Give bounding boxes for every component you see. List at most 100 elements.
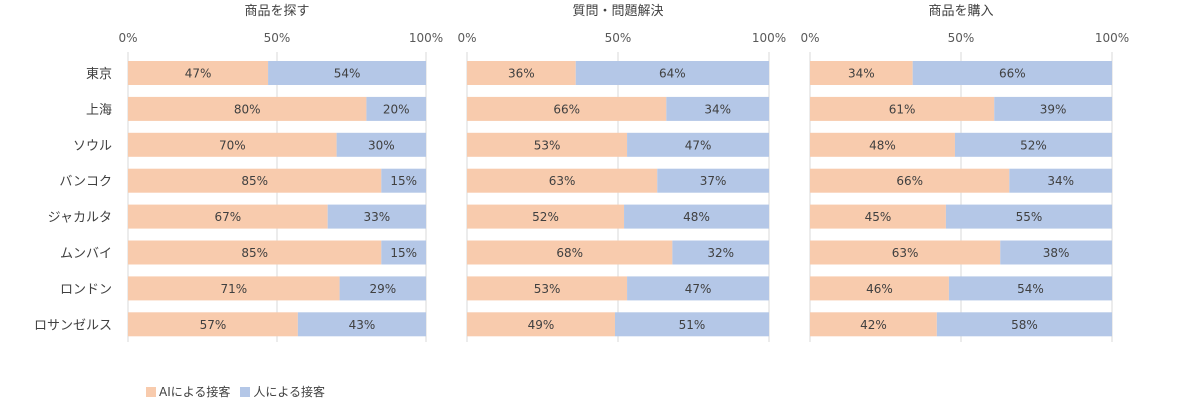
- data-label-ai: 53%: [534, 138, 561, 152]
- data-label-human: 54%: [334, 67, 361, 81]
- chart-title: 質問・問題解決: [572, 4, 663, 19]
- data-label-ai: 66%: [896, 174, 923, 188]
- legend: AIによる接客 人による接客: [146, 383, 335, 400]
- data-label-human: 20%: [383, 102, 410, 116]
- category-label: 東京: [86, 66, 112, 82]
- data-label-human: 30%: [368, 138, 395, 152]
- bar-ai: [128, 168, 382, 193]
- tick-label: 100%: [752, 31, 786, 45]
- data-label-human: 43%: [349, 318, 376, 332]
- category-label: 上海: [86, 103, 112, 118]
- bar-ai: [128, 240, 382, 265]
- data-label-ai: 85%: [241, 246, 268, 260]
- bar-human: [1000, 240, 1112, 265]
- data-label-ai: 42%: [860, 318, 887, 332]
- data-label-ai: 80%: [234, 102, 261, 116]
- category-label: ロンドン: [60, 282, 112, 297]
- legend-item-human: 人による接客: [240, 383, 325, 400]
- data-label-human: 51%: [679, 318, 706, 332]
- legend-label-human: 人による接客: [253, 385, 326, 399]
- data-label-human: 52%: [1020, 138, 1047, 152]
- bar-human: [327, 204, 426, 229]
- data-label-ai: 48%: [869, 138, 896, 152]
- data-label-human: 55%: [1016, 210, 1043, 224]
- bar-ai: [467, 204, 625, 229]
- data-label-ai: 49%: [528, 318, 555, 332]
- bar-human: [672, 240, 769, 265]
- bar-human: [945, 204, 1112, 229]
- bar-ai: [128, 61, 269, 85]
- data-label-ai: 61%: [889, 102, 916, 116]
- data-label-ai: 57%: [200, 318, 227, 332]
- bar-ai: [128, 204, 328, 229]
- data-label-human: 37%: [700, 174, 727, 188]
- bar-human: [666, 96, 769, 121]
- bar-human: [575, 61, 769, 85]
- bar-ai: [467, 168, 658, 193]
- category-label: ソウル: [73, 139, 112, 154]
- data-label-human: 64%: [659, 67, 686, 81]
- data-label-ai: 36%: [508, 67, 535, 81]
- bar-ai: [467, 61, 576, 85]
- bar-human: [627, 132, 769, 157]
- bar-human: [336, 132, 426, 157]
- bar-ai: [128, 276, 340, 301]
- data-label-human: 47%: [685, 282, 712, 296]
- data-label-human: 48%: [683, 210, 710, 224]
- data-label-ai: 45%: [865, 210, 892, 224]
- tick-label: 100%: [1095, 31, 1129, 45]
- data-label-human: 38%: [1043, 246, 1070, 260]
- bar-ai: [128, 96, 367, 121]
- legend-label-ai: AIによる接客: [159, 385, 231, 399]
- bar-ai: [810, 96, 995, 121]
- data-label-human: 66%: [999, 67, 1026, 81]
- chart-title: 商品を購入: [928, 4, 993, 19]
- bar-human: [614, 312, 769, 337]
- data-label-human: 15%: [390, 246, 417, 260]
- bar-human: [339, 276, 426, 301]
- chart-title: 商品を探す: [244, 4, 309, 19]
- bar-human: [912, 61, 1112, 85]
- data-label-ai: 68%: [556, 246, 583, 260]
- bar-human: [657, 168, 769, 193]
- bar-ai: [128, 312, 298, 337]
- data-label-ai: 85%: [241, 174, 268, 188]
- tick-label: 0%: [118, 31, 137, 45]
- data-label-ai: 53%: [534, 282, 561, 296]
- data-label-ai: 71%: [220, 282, 247, 296]
- bar-human: [366, 96, 426, 121]
- bar-ai: [128, 132, 337, 157]
- bar-human: [994, 96, 1112, 121]
- category-label: バンコク: [59, 175, 112, 190]
- tick-label: 0%: [800, 31, 819, 45]
- data-label-human: 15%: [390, 174, 417, 188]
- data-label-ai: 52%: [532, 210, 559, 224]
- data-label-ai: 46%: [866, 282, 893, 296]
- bar-ai: [810, 240, 1001, 265]
- data-label-ai: 34%: [848, 67, 875, 81]
- bar-ai: [467, 240, 673, 265]
- bar-ai: [467, 132, 628, 157]
- category-label: ロサンゼルス: [34, 318, 112, 333]
- data-label-ai: 47%: [185, 67, 212, 81]
- bar-human: [627, 276, 769, 301]
- bar-ai: [810, 168, 1010, 193]
- legend-swatch-ai: [146, 386, 156, 397]
- bar-ai: [810, 276, 949, 301]
- data-label-human: 54%: [1017, 282, 1044, 296]
- data-label-human: 33%: [363, 210, 390, 224]
- data-label-human: 34%: [1047, 174, 1074, 188]
- bar-ai: [810, 132, 955, 157]
- data-label-ai: 67%: [214, 210, 241, 224]
- tick-label: 0%: [457, 31, 476, 45]
- category-label: ムンバイ: [60, 247, 112, 262]
- data-label-human: 34%: [704, 102, 731, 116]
- bar-ai: [810, 312, 937, 337]
- legend-swatch-human: [240, 386, 251, 397]
- bar-ai: [467, 96, 667, 121]
- bar-human: [268, 61, 426, 85]
- bar-human: [1009, 168, 1112, 193]
- bar-human: [624, 204, 769, 229]
- bar-ai: [810, 204, 946, 229]
